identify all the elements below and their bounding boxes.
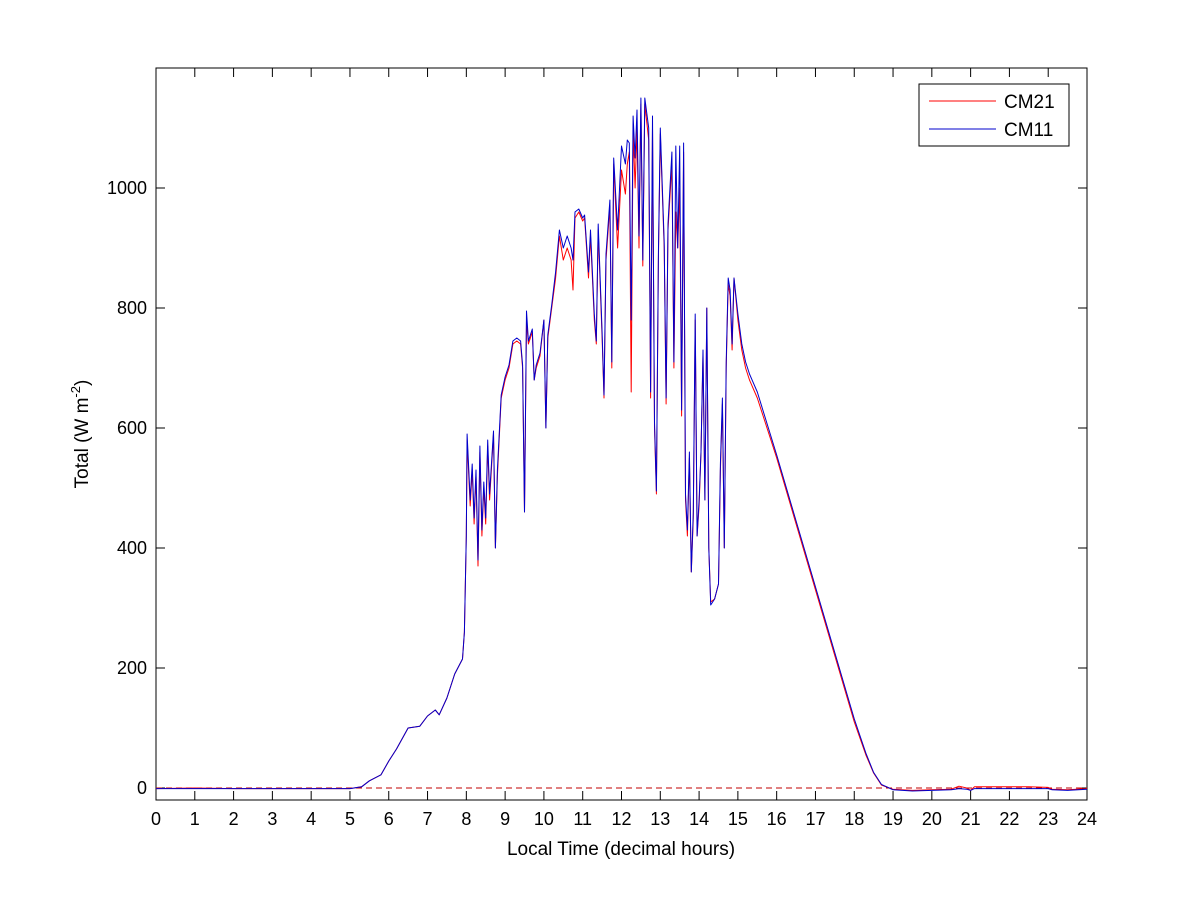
y-tick-label-4: 800 [117, 298, 147, 318]
x-tick-label-1: 1 [190, 809, 200, 829]
x-tick-label-6: 6 [384, 809, 394, 829]
x-tick-label-23: 23 [1038, 809, 1058, 829]
y-tick-label-1: 200 [117, 658, 147, 678]
x-tick-label-8: 8 [461, 809, 471, 829]
x-tick-label-20: 20 [922, 809, 942, 829]
x-tick-label-16: 16 [767, 809, 787, 829]
x-tick-label-19: 19 [883, 809, 903, 829]
x-tick-label-5: 5 [345, 809, 355, 829]
x-tick-label-0: 0 [151, 809, 161, 829]
x-tick-label-13: 13 [650, 809, 670, 829]
x-tick-label-12: 12 [611, 809, 631, 829]
x-tick-label-3: 3 [267, 809, 277, 829]
y-tick-label-0: 0 [137, 778, 147, 798]
x-tick-label-21: 21 [961, 809, 981, 829]
axis-ticks [155, 68, 1088, 800]
x-tick-label-4: 4 [306, 809, 316, 829]
series-line-cm11 [156, 97, 1087, 792]
legend-label-cm21: CM21 [1004, 92, 1055, 113]
x-tick-label-7: 7 [423, 809, 433, 829]
legend-box [918, 83, 1070, 147]
y-tick-label-2: 400 [117, 538, 147, 558]
x-tick-label-22: 22 [999, 809, 1019, 829]
axis-tick-labels: 0 1 2 3 4 5 6 7 8 9 10 11 12 13 14 15 16 17 18 19 20 21 22 23 24… [107, 178, 1097, 829]
plot-area [155, 67, 1088, 801]
x-tick-label-15: 15 [728, 809, 748, 829]
legend: CM21 CM11 [918, 83, 1070, 147]
x-tick-label-2: 2 [229, 809, 239, 829]
x-tick-label-10: 10 [534, 809, 554, 829]
x-tick-label-9: 9 [500, 809, 510, 829]
legend-label-cm11: CM11 [1004, 120, 1053, 141]
series-lines [156, 97, 1087, 792]
x-axis-label: Local Time (decimal hours) [507, 839, 735, 860]
y-tick-label-3: 600 [117, 418, 147, 438]
x-tick-label-14: 14 [689, 809, 709, 829]
y-tick-label-5: 1000 [107, 178, 147, 198]
x-tick-label-24: 24 [1077, 809, 1097, 829]
x-tick-label-18: 18 [844, 809, 864, 829]
x-tick-label-17: 17 [805, 809, 825, 829]
x-tick-label-11: 11 [573, 809, 592, 829]
y-axis-label: Total (W m-2) [68, 380, 93, 489]
